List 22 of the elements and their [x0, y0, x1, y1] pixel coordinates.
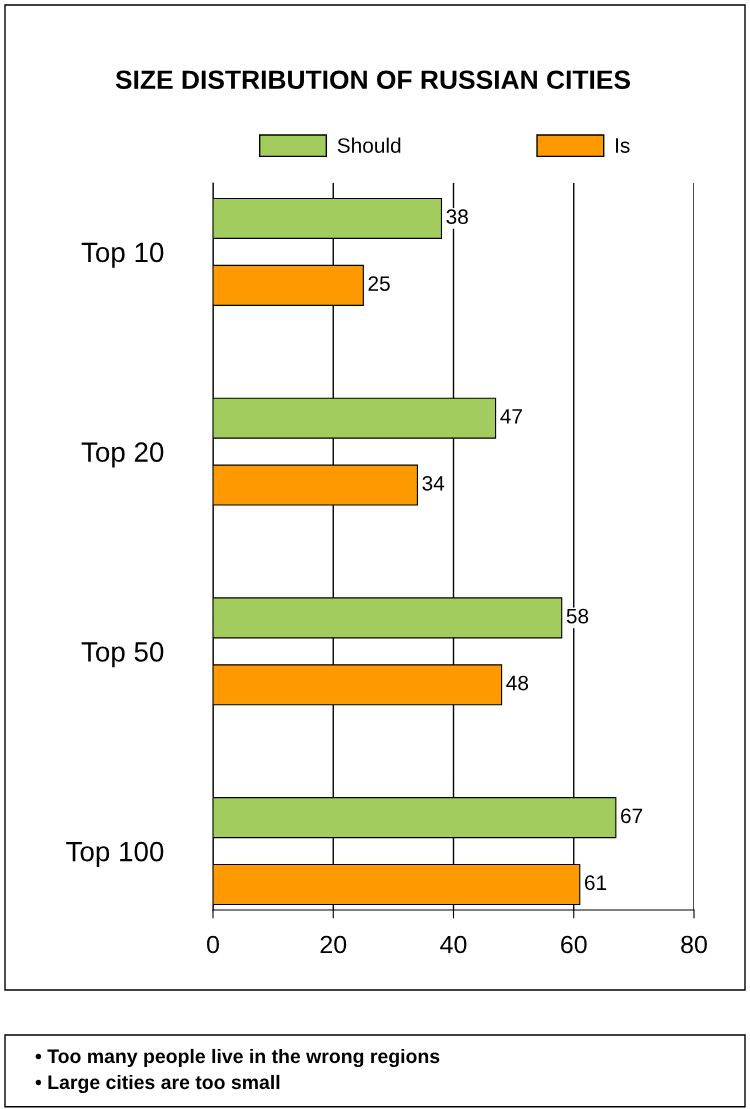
y-tick-label: Top 100 — [66, 841, 164, 867]
data-label: 25 — [368, 276, 390, 291]
y-tick-label: Top 50 — [81, 642, 164, 668]
text: • Large cities are too small — [35, 1074, 280, 1094]
legend-label: Should — [337, 137, 401, 153]
data-label: 67 — [621, 808, 643, 824]
x-tick-label: 80 — [681, 935, 707, 954]
data-label: 48 — [506, 675, 529, 691]
x-tick-label: 40 — [440, 935, 467, 954]
data-label: 34 — [422, 475, 445, 491]
y-tick-label: Top 10 — [81, 242, 164, 268]
x-tick-label: 0 — [207, 935, 219, 954]
x-tick-label: 20 — [320, 935, 347, 954]
x-tick-label: 60 — [561, 935, 587, 954]
data-label: 61 — [584, 875, 607, 891]
data-label: 38 — [446, 209, 468, 225]
data-label: 58 — [566, 608, 589, 624]
data-label: 47 — [500, 409, 522, 424]
y-tick-label: Top 20 — [81, 442, 164, 468]
text: • Too many people live in the wrong regions — [35, 1048, 440, 1068]
legend-label: Is — [616, 138, 630, 153]
chart-title: SIZE DISTRIBUTION OF RUSSIAN CITIES — [115, 70, 631, 90]
